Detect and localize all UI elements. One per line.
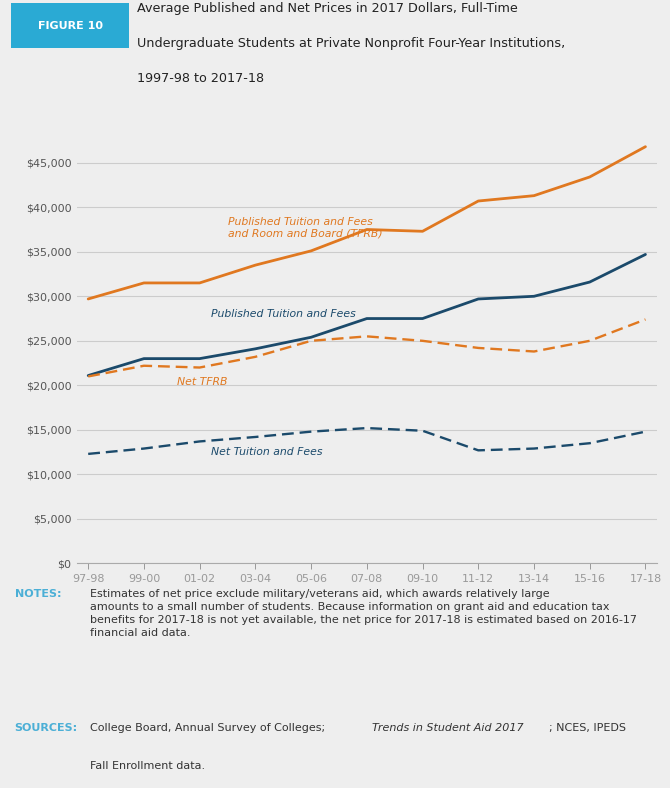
Text: 1997-98 to 2017-18: 1997-98 to 2017-18 xyxy=(137,72,265,85)
Text: Published Tuition and Fees: Published Tuition and Fees xyxy=(211,309,356,318)
Text: SOURCES:: SOURCES: xyxy=(15,723,78,733)
Text: Trends in Student Aid 2017: Trends in Student Aid 2017 xyxy=(372,723,523,733)
Text: Average Published and Net Prices in 2017 Dollars, Full-Time: Average Published and Net Prices in 2017… xyxy=(137,2,518,15)
Text: College Board, Annual Survey of Colleges;: College Board, Annual Survey of Colleges… xyxy=(90,723,329,733)
Text: Net Tuition and Fees: Net Tuition and Fees xyxy=(211,447,322,456)
Text: NOTES:: NOTES: xyxy=(15,589,61,599)
Text: Published Tuition and Fees
and Room and Board (TFRB): Published Tuition and Fees and Room and … xyxy=(228,217,382,239)
Text: Fall Enrollment data.: Fall Enrollment data. xyxy=(90,761,206,771)
Text: Net TFRB: Net TFRB xyxy=(178,377,228,387)
Text: ; NCES, IPEDS: ; NCES, IPEDS xyxy=(549,723,626,733)
FancyBboxPatch shape xyxy=(11,2,129,48)
Text: Estimates of net price exclude military/veterans aid, which awards relatively la: Estimates of net price exclude military/… xyxy=(90,589,637,638)
Text: FIGURE 10: FIGURE 10 xyxy=(38,20,103,31)
Text: Undergraduate Students at Private Nonprofit Four-Year Institutions,: Undergraduate Students at Private Nonpro… xyxy=(137,37,565,50)
